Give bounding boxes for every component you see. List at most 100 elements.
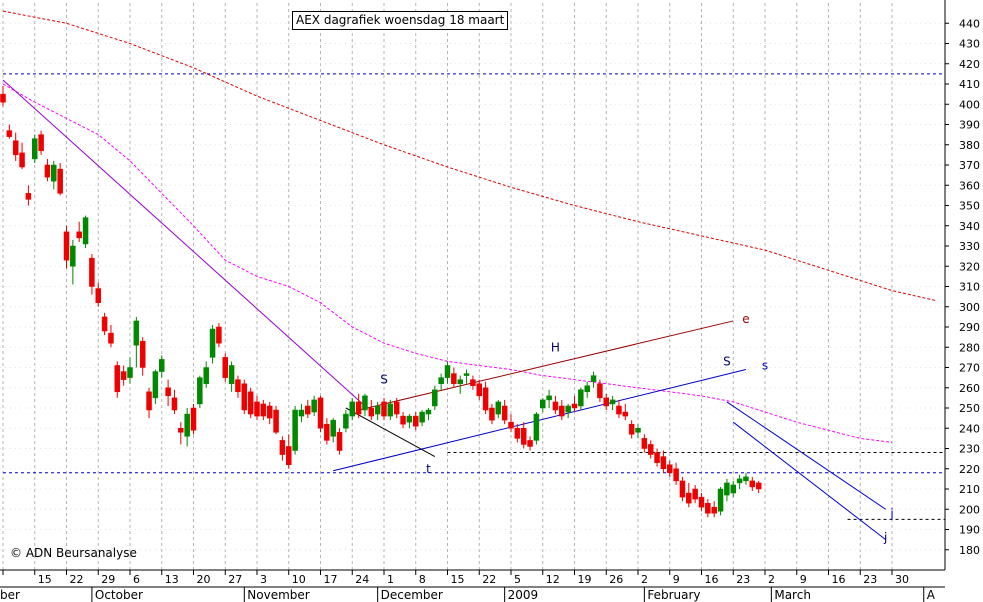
candle: [584, 381, 590, 398]
candle: [470, 375, 476, 390]
y-tick-label: 240: [959, 422, 980, 435]
candle-body: [520, 428, 527, 445]
candle: [368, 399, 375, 421]
candle: [32, 134, 38, 163]
candle-body: [565, 405, 571, 413]
candle: [63, 225, 70, 269]
candle: [495, 399, 502, 419]
candle-body: [298, 409, 305, 417]
candle-body: [241, 383, 248, 411]
trendline: [345, 407, 436, 458]
candle: [203, 361, 209, 388]
trendlines: [2, 79, 886, 541]
x-tick-label: 16: [832, 573, 846, 586]
candle-body: [641, 438, 648, 449]
candle: [349, 397, 355, 421]
candle-body: [451, 373, 457, 384]
candle: [419, 410, 425, 427]
trendline: [726, 401, 886, 510]
candle: [686, 482, 692, 508]
candle-body: [457, 379, 463, 384]
candle: [70, 239, 76, 285]
candle: [127, 357, 133, 384]
candle: [406, 414, 413, 429]
candle-body: [222, 357, 228, 378]
candle: [235, 375, 241, 398]
candle-body: [324, 423, 330, 441]
candle: [12, 132, 19, 161]
candle-body: [178, 428, 184, 433]
candle: [101, 312, 108, 336]
month-label: November: [247, 588, 309, 602]
candle-body: [171, 397, 178, 411]
y-tick-label: 180: [959, 544, 980, 557]
candle-body: [228, 365, 235, 384]
candle-body: [540, 399, 546, 409]
moving-averages: [2, 10, 937, 443]
candle-body: [635, 428, 641, 433]
candle: [667, 460, 673, 477]
candle-body: [508, 421, 514, 429]
candle-body: [470, 379, 476, 386]
candle-body: [495, 401, 502, 415]
candle-body: [743, 476, 749, 482]
candle-body: [197, 377, 203, 405]
candle: [222, 353, 228, 382]
candle: [438, 373, 444, 390]
candle-body: [44, 164, 51, 178]
chart-annotation: S: [380, 373, 388, 387]
chart-annotation: t: [426, 462, 431, 476]
candle-body: [482, 387, 489, 411]
candle-body: [349, 401, 355, 417]
candle: [133, 316, 140, 368]
candle-body: [362, 395, 368, 411]
y-tick-label: 290: [959, 321, 980, 334]
candle-body: [711, 506, 717, 514]
annotations: S H S s e t jj: [380, 312, 893, 545]
candle-body: [514, 428, 521, 439]
y-tick-label: 300: [959, 301, 980, 314]
candle: [597, 379, 603, 402]
x-tick-label: 12: [546, 573, 560, 586]
candle: [19, 142, 25, 170]
candle: [546, 389, 552, 408]
y-tick-label: 430: [959, 38, 980, 51]
candle-body: [336, 432, 343, 451]
x-tick-label: 9: [800, 573, 807, 586]
y-tick-label: 330: [959, 240, 980, 253]
candle: [381, 397, 387, 421]
candle: [520, 422, 527, 449]
x-tick-label: 13: [165, 573, 179, 586]
candle: [463, 369, 470, 384]
x-tick-label: 3: [260, 573, 267, 586]
candle: [178, 422, 184, 445]
month-label: October: [95, 588, 143, 602]
candle: [6, 124, 13, 139]
x-tick-label: 30: [895, 573, 909, 586]
candle: [165, 379, 171, 406]
y-tick-label: 340: [959, 220, 980, 233]
candle: [622, 403, 629, 421]
candle: [609, 395, 616, 411]
candle: [514, 424, 521, 443]
candle-body: [209, 328, 216, 358]
candle-body: [216, 326, 222, 344]
candle: [247, 387, 254, 419]
candle: [38, 130, 44, 155]
candle-body: [76, 231, 82, 239]
y-tick-label: 410: [959, 78, 980, 91]
candle: [190, 403, 197, 435]
x-tick-label: 9: [673, 573, 680, 586]
candle-body: [95, 288, 101, 303]
candle-body: [686, 492, 692, 504]
candle-body: [6, 130, 13, 137]
candle-body: [571, 403, 578, 409]
candle: [260, 399, 267, 421]
candle: [25, 185, 32, 206]
y-tick-label: 190: [959, 524, 980, 537]
x-tick-label: 20: [197, 573, 211, 586]
candle: [355, 393, 362, 419]
candle: [330, 418, 336, 443]
candle-body: [444, 365, 451, 378]
